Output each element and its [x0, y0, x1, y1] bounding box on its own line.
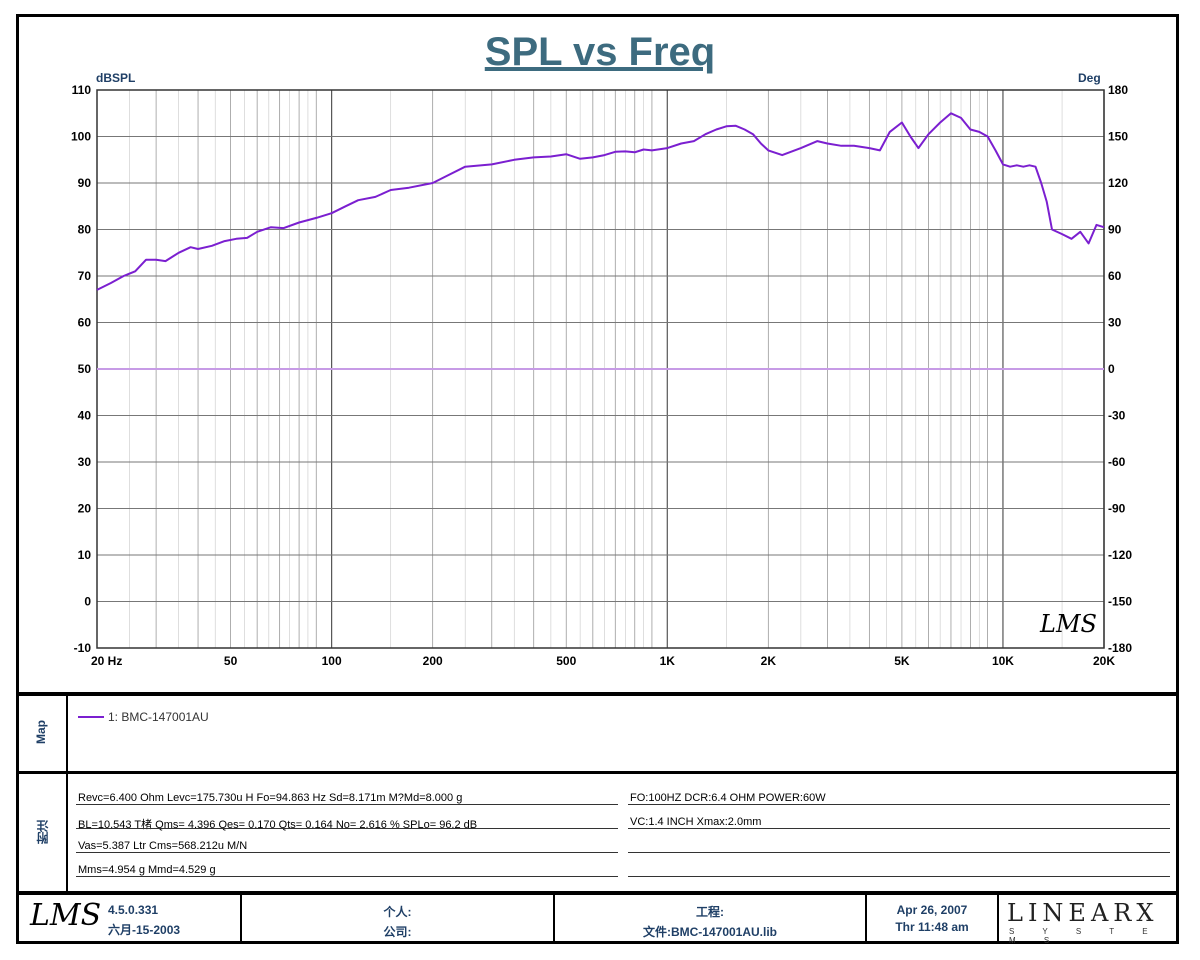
- note-underline: [76, 804, 618, 805]
- x-tick-label: 50: [224, 654, 238, 668]
- time: Thr 11:48 am: [895, 920, 969, 934]
- brand-subtitle: S Y S T E M S: [1009, 927, 1161, 945]
- y2-tick-label: -180: [1108, 641, 1132, 655]
- separator: [16, 891, 1179, 895]
- note-right-1: FO:100HZ DCR:6.4 OHM POWER:60W: [630, 792, 826, 804]
- y2-tick-label: -150: [1108, 595, 1132, 609]
- y-tick-label: 30: [78, 455, 92, 469]
- y-tick-label: 0: [84, 595, 91, 609]
- series-line-1: [96, 112, 1105, 291]
- note-left-1: Revc=6.400 Ohm Levc=175.730u H Fo=94.863…: [78, 792, 463, 804]
- person-cell: 个人: 公司:: [240, 895, 553, 942]
- y-tick-label: 70: [78, 269, 92, 283]
- x-tick-label: 200: [423, 654, 443, 668]
- note-underline: [628, 804, 1170, 805]
- spl-chart: 1101009080706050403020100-10180150120906…: [71, 83, 1132, 668]
- report-frame: [16, 14, 1179, 944]
- project-label: 工程:: [696, 905, 724, 919]
- y2-tick-label: 120: [1108, 176, 1128, 190]
- note-left-4: Mms=4.954 g Mmd=4.529 g: [78, 864, 216, 876]
- company-label: 公司:: [383, 925, 412, 939]
- y2-tick-label: -120: [1108, 548, 1132, 562]
- y2-tick-label: 150: [1108, 130, 1128, 144]
- legend-swatch: [78, 716, 104, 718]
- date: Apr 26, 2007: [896, 903, 968, 917]
- y2-tick-label: 90: [1108, 223, 1122, 237]
- y-tick-label: 80: [78, 223, 92, 237]
- legend-entry: 1: BMC-147001AU: [108, 710, 209, 724]
- separator: [16, 692, 1179, 696]
- x-tick-label: 1K: [660, 654, 676, 668]
- x-tick-label: 2K: [761, 654, 777, 668]
- y-tick-label: 100: [71, 130, 91, 144]
- y-tick-label: 50: [78, 362, 92, 376]
- lms-logo: LMS: [30, 898, 102, 933]
- y-tick-label: 10: [78, 548, 92, 562]
- brand-cell: LINEARX S Y S T E M S: [997, 895, 1177, 945]
- x-tick-label: 20 Hz: [91, 654, 122, 668]
- legend-panel-label: Map: [34, 720, 48, 744]
- version: 4.5.0.331: [108, 903, 159, 917]
- note-underline: [76, 852, 618, 853]
- chart-title: SPL vs Freq: [484, 30, 716, 74]
- notes-panel-label: 附注: [36, 820, 50, 844]
- note-underline: [628, 876, 1170, 877]
- separator: [16, 771, 1179, 774]
- x-tick-label: 500: [556, 654, 576, 668]
- y2-tick-label: 30: [1108, 316, 1122, 330]
- y-tick-label: 40: [78, 409, 92, 423]
- y-tick-label: 110: [72, 83, 92, 97]
- version-date: 六月-15-2003: [108, 923, 181, 937]
- note-underline: [76, 876, 618, 877]
- note-left-2: BL=10.543 T楮 Qms= 4.396 Qes= 0.170 Qts= …: [78, 819, 478, 831]
- datetime-cell: Apr 26, 2007 Thr 11:48 am: [865, 895, 997, 942]
- x-tick-label: 100: [322, 654, 342, 668]
- y2-tick-label: -60: [1108, 455, 1126, 469]
- y-tick-label: -10: [74, 641, 92, 655]
- y2-tick-label: 0: [1108, 362, 1115, 376]
- note-underline: [628, 828, 1170, 829]
- y-axis-label: dBSPL: [96, 71, 136, 85]
- project-cell: 工程: 文件:BMC-147001AU.lib: [553, 895, 865, 942]
- y2-tick-label: 180: [1108, 83, 1128, 97]
- y-tick-label: 20: [78, 502, 92, 516]
- lms-watermark: LMS: [1040, 610, 1097, 638]
- y2-tick-label: 60: [1108, 269, 1122, 283]
- y2-tick-label: -90: [1108, 502, 1126, 516]
- x-tick-label: 10K: [992, 654, 1014, 668]
- note-underline: [76, 828, 618, 829]
- x-tick-label: 5K: [894, 654, 910, 668]
- y2-tick-label: -30: [1108, 409, 1126, 423]
- y-tick-label: 60: [78, 316, 92, 330]
- x-tick-label: 20K: [1093, 654, 1115, 668]
- brand-logo: LINEARX: [1007, 899, 1159, 927]
- person-label: 个人:: [383, 905, 412, 919]
- file-label: 文件:BMC-147001AU.lib: [642, 925, 778, 939]
- note-left-3: Vas=5.387 Ltr Cms=568.212u M/N: [78, 840, 248, 852]
- divider: [66, 774, 68, 892]
- divider: [66, 696, 68, 773]
- y2-axis-label: Deg: [1078, 71, 1101, 85]
- note-right-2: VC:1.4 INCH Xmax:2.0mm: [630, 816, 762, 828]
- note-underline: [628, 852, 1170, 853]
- y-tick-label: 90: [78, 176, 92, 190]
